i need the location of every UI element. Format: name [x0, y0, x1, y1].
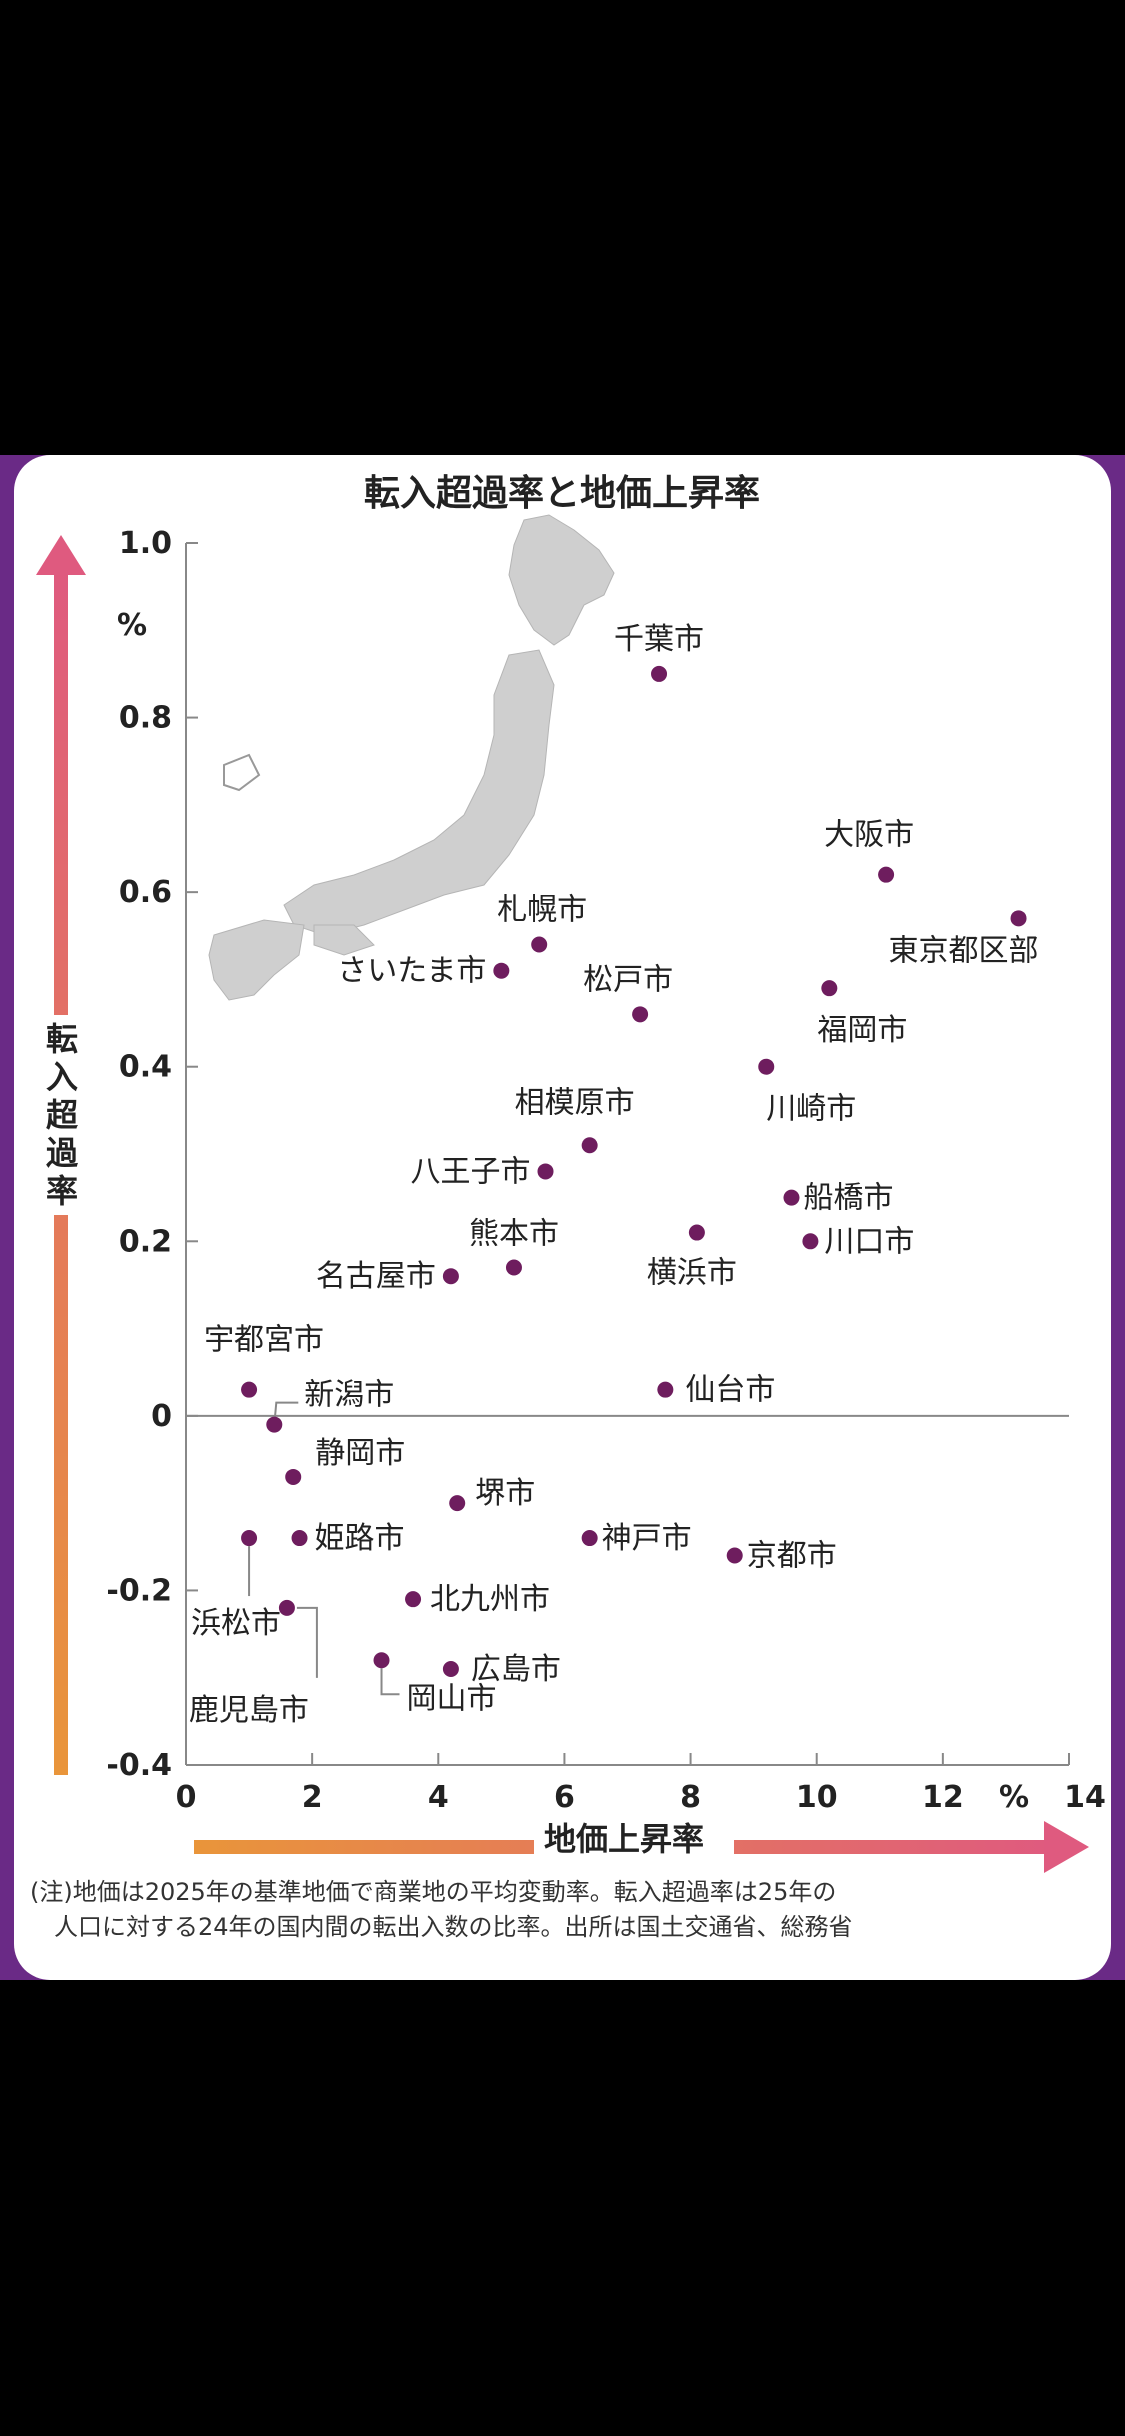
y-tick-label: -0.2: [106, 1573, 172, 1608]
point-label: 名古屋市: [316, 1259, 436, 1294]
point-label: 福岡市: [817, 1013, 907, 1048]
data-point: [405, 1591, 422, 1608]
data-point: [241, 1381, 258, 1398]
point-label: 鹿児島市: [189, 1693, 309, 1728]
x-tick-label: 0: [176, 1780, 197, 1815]
data-point: [581, 1530, 598, 1547]
data-point: [373, 1652, 390, 1669]
japan-map-icon: [208, 514, 615, 1001]
data-point: [291, 1530, 308, 1547]
data-point: [581, 1137, 598, 1154]
y-tick-label: 0.4: [119, 1050, 172, 1085]
point-label: 相模原市: [515, 1085, 635, 1120]
point-label: 静岡市: [315, 1436, 405, 1471]
data-point: [442, 1268, 459, 1285]
y-tick-label: 0: [151, 1399, 172, 1434]
x-tick-label: 14: [1064, 1780, 1106, 1815]
point-label: 岡山市: [407, 1681, 497, 1716]
point-label: 神戸市: [602, 1521, 692, 1556]
leader-line: [296, 1606, 318, 1678]
y-title-bg: [42, 1015, 82, 1215]
y-tick-label: 1.0: [119, 526, 172, 561]
data-point: [531, 936, 548, 953]
data-point: [442, 1660, 459, 1677]
point-label: 浜松市: [191, 1606, 281, 1641]
point-label: 札幌市: [497, 893, 587, 928]
data-point: [651, 665, 668, 682]
data-point: [783, 1189, 800, 1206]
point-label: 宇都宮市: [204, 1323, 324, 1358]
point-label: 堺市: [475, 1476, 535, 1511]
point-label: 東京都区部: [889, 933, 1039, 968]
data-point: [241, 1530, 258, 1547]
point-label: 熊本市: [469, 1216, 559, 1251]
y-axis-title: 転入超過率: [42, 1015, 82, 1215]
x-arrow-head: [1044, 1821, 1089, 1873]
data-point: [632, 1006, 649, 1023]
leader-line: [380, 1668, 400, 1696]
y-axis-title-text: 転入超過率: [46, 1020, 79, 1210]
point-label: 船橋市: [803, 1181, 893, 1216]
x-tick-label: 8: [680, 1780, 701, 1815]
data-point: [758, 1058, 775, 1075]
data-point: [878, 866, 895, 883]
data-point: [537, 1163, 554, 1180]
point-label: 川崎市: [766, 1092, 856, 1127]
chart-card: 1.0 0.8 0.6 0.4 0.2 0 -0.2 -0.4 0 2 4 6 8 10 12 14 千葉市大…: [14, 455, 1111, 1980]
data-point: [726, 1547, 743, 1564]
point-label: 姫路市: [315, 1521, 405, 1556]
point-label: 大阪市: [824, 818, 914, 853]
x-tick-label: 4: [428, 1780, 449, 1815]
data-point: [266, 1416, 283, 1433]
note-line-1: (注)地価は2025年の基準地価で商業地の平均変動率。転入超過率は25年の: [30, 1878, 836, 1906]
point-label: 川口市: [824, 1224, 914, 1259]
x-tick-label: 2: [302, 1780, 323, 1815]
data-point: [449, 1495, 466, 1512]
data-point: [821, 980, 838, 997]
y-tick-label: 0.2: [119, 1224, 172, 1259]
data-point: [278, 1599, 295, 1616]
point-label: 広島市: [471, 1652, 561, 1687]
point-label: 横浜市: [647, 1256, 737, 1291]
point-label: 千葉市: [614, 622, 704, 657]
data-point: [688, 1224, 705, 1241]
data-point: [657, 1381, 674, 1398]
data-point: [505, 1259, 522, 1276]
x-axis-unit: %: [999, 1780, 1029, 1815]
x-tick-label: 12: [922, 1780, 964, 1815]
data-point: [285, 1468, 302, 1485]
y-axis-unit: %: [117, 608, 147, 643]
point-label: 仙台市: [685, 1373, 775, 1408]
x-axis-title: 地価上昇率: [544, 1820, 704, 1858]
y-arrow-head: [36, 535, 86, 575]
point-label: 松戸市: [583, 962, 673, 997]
scatter-chart: 1.00.80.60.40.20-0.2-0.40 2 4 6 8 10 12 14 千葉市大…: [30, 473, 1106, 1941]
point-label: 八王子市: [411, 1154, 531, 1189]
data-point: [493, 962, 510, 979]
chart-title: 転入超過率と地価上昇率: [364, 473, 760, 514]
note-line-2: 人口に対する24年の国内間の転出入数の比率。出所は国土交通省、総務省: [54, 1913, 853, 1941]
point-label: 京都市: [747, 1539, 837, 1574]
y-tick-label: 0.8: [119, 701, 172, 736]
x-title-bg: [534, 1831, 734, 1863]
x-tick-label: 6: [554, 1780, 575, 1815]
data-point: [1010, 910, 1027, 927]
y-tick-label: 0.6: [119, 875, 172, 910]
x-tick-label: 10: [796, 1780, 838, 1815]
y-tick-label: -0.4: [106, 1748, 172, 1783]
point-label: さいたま市: [337, 954, 486, 989]
data-point: [802, 1233, 819, 1250]
point-label: 新潟市: [304, 1378, 394, 1413]
point-label: 北九州市: [430, 1582, 550, 1617]
